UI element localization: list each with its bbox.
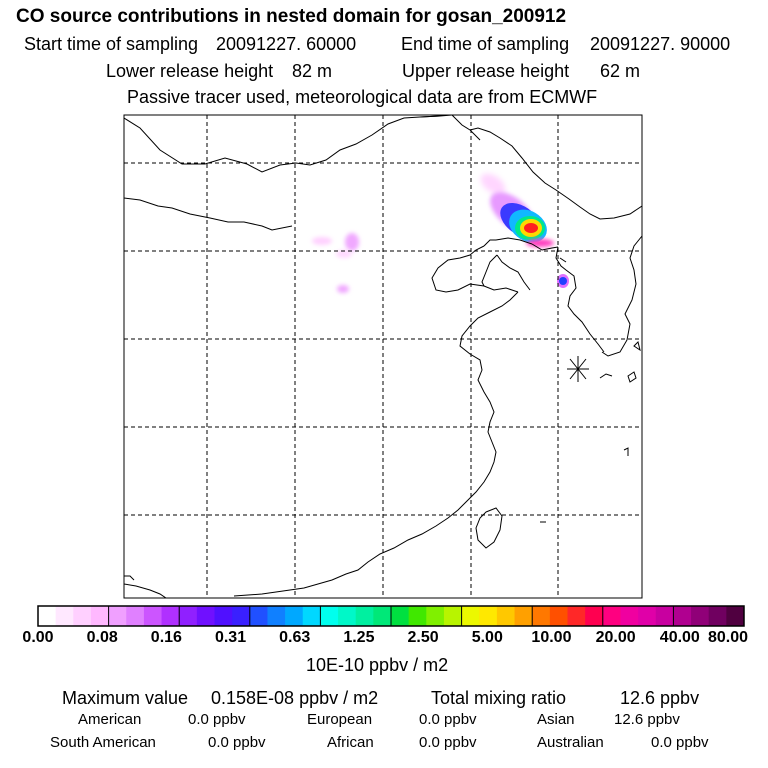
region-african-label: African [327, 734, 374, 751]
colorbar-cell [90, 606, 110, 626]
colorbar-cell [726, 606, 745, 626]
colorbar-cell [285, 606, 304, 626]
colorbar-tick-label: 80.00 [707, 629, 749, 646]
colorbar-cell [196, 606, 215, 626]
colorbar-cell [673, 606, 692, 626]
colorbar-cell [461, 606, 480, 626]
max-value: 0.158E-08 ppbv / m2 [211, 688, 379, 708]
lower-release-label: Lower release height [106, 61, 274, 81]
upper-release-label: Upper release height [402, 61, 570, 81]
colorbar-tick-label: 0.31 [214, 629, 247, 646]
region-asian-value: 12.6 ppbv [614, 711, 680, 728]
colorbar-cell [620, 606, 639, 626]
colorbar-cell [302, 606, 321, 626]
colorbar-frame [37, 605, 745, 627]
colorbar-cell [338, 606, 357, 626]
start-time-label: Start time of sampling [24, 34, 199, 54]
region-european-label: European [307, 711, 373, 728]
end-time-value: 20091227. 90000 [590, 34, 731, 54]
colorbar-cell [426, 606, 445, 626]
colorbar-cell [38, 606, 57, 626]
colorbar-cell [267, 606, 286, 626]
tracer-note: Passive tracer used, meteorological data… [127, 87, 598, 107]
region-american-value: 0.0 ppbv [188, 711, 246, 728]
total-mixing-label: Total mixing ratio [431, 688, 567, 708]
colorbar-tick-label: 2.50 [407, 629, 439, 646]
colorbar-cell [161, 606, 180, 626]
colorbar-tick-label: 0.08 [86, 629, 118, 646]
colorbar-cell [320, 606, 339, 626]
colorbar-cell [585, 606, 604, 626]
colorbar-cell [532, 606, 551, 626]
region-asian-label: Asian [537, 711, 575, 728]
colorbar-cell [373, 606, 392, 626]
region-south-american-value: 0.0 ppbv [208, 734, 266, 751]
colorbar-cell [602, 606, 621, 626]
colorbar-cell [479, 606, 498, 626]
colorbar-cell [655, 606, 674, 626]
region-african-value: 0.0 ppbv [419, 734, 477, 751]
colorbar-tick-label: 0.00 [22, 629, 54, 646]
end-time-label: End time of sampling [401, 34, 570, 54]
colorbar-tick-label: 1.25 [343, 629, 375, 646]
colorbar-tick-label: 0.16 [150, 629, 182, 646]
map-title: CO source contributions in nested domain… [16, 6, 567, 27]
lower-release-value: 82 m [292, 61, 333, 81]
region-american-label: American [78, 711, 142, 728]
region-australian-label: Australian [537, 734, 604, 751]
colorbar-cell [708, 606, 727, 626]
colorbar-cell [691, 606, 710, 626]
colorbar-units: 10E-10 ppbv / m2 [306, 655, 449, 675]
colorbar-cell [496, 606, 516, 626]
colorbar-cell [514, 606, 533, 626]
colorbar-tick-label: 0.63 [279, 629, 311, 646]
region-south-american-label: South American [50, 734, 156, 751]
colorbar-cell [55, 606, 74, 626]
colorbar-cell [249, 606, 268, 626]
colorbar-cell [73, 606, 92, 626]
colorbar-cell [567, 606, 586, 626]
colorbar-cell [443, 606, 463, 626]
colorbar-tick-label: 20.00 [595, 629, 636, 646]
lat-lon-grid [124, 115, 642, 598]
colorbar-cell [408, 606, 427, 626]
upper-release-value: 62 m [600, 61, 641, 81]
colorbar-cell [126, 606, 145, 626]
max-value-label: Maximum value [62, 688, 189, 708]
colorbar-tick-label: 10.00 [531, 629, 572, 646]
total-mixing-value: 12.6 ppbv [620, 688, 700, 708]
region-european-value: 0.0 ppbv [419, 711, 477, 728]
colorbar-cell [179, 606, 198, 626]
colorbar-cell [232, 606, 251, 626]
colorbar-cell [355, 606, 374, 626]
colorbar-tick-label: 5.00 [471, 629, 503, 646]
colorbar-cell [549, 606, 568, 626]
colorbar-cell [638, 606, 657, 626]
colorbar-cell [214, 606, 233, 626]
map-frame [123, 114, 643, 599]
colorbar-cell [143, 606, 163, 626]
colorbar-cell [108, 606, 127, 626]
coastlines [124, 115, 642, 598]
colorbar-tick-label: 40.00 [659, 629, 700, 646]
receptor-marker [567, 356, 589, 382]
start-time-value: 20091227. 60000 [216, 34, 357, 54]
region-australian-value: 0.0 ppbv [651, 734, 709, 751]
colorbar-cell [391, 606, 410, 626]
